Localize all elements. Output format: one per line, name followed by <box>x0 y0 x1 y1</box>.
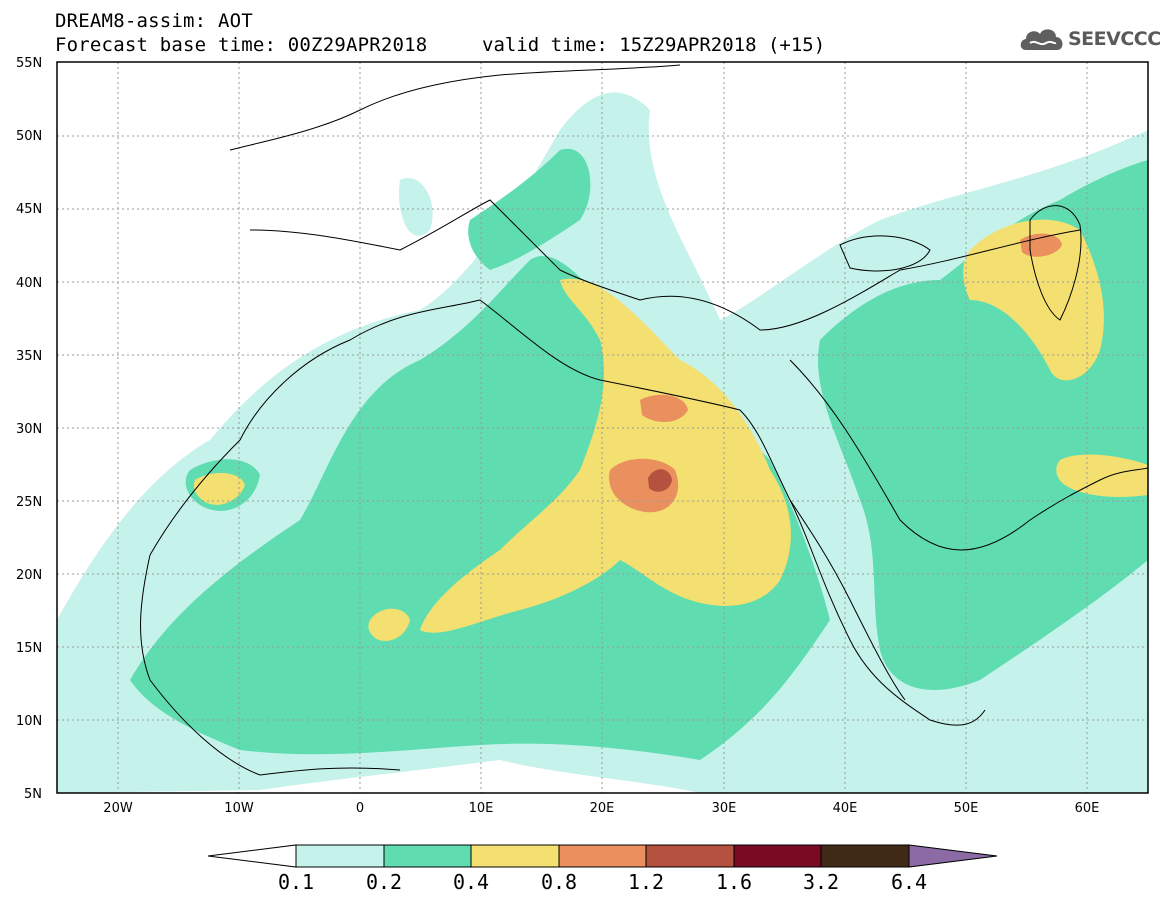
colorbar-label: 3.2 <box>802 870 840 894</box>
aot-contour-0.2 <box>468 148 591 270</box>
lat-tick-label: 25N <box>16 495 42 510</box>
graticule <box>57 62 1148 793</box>
lon-tick-label: 30E <box>712 801 737 816</box>
lon-tick-label: 10E <box>469 801 494 816</box>
lat-tick-label: 10N <box>16 714 42 729</box>
colorbar-label: 0.2 <box>365 870 403 894</box>
lon-tick-label: 20W <box>103 801 133 816</box>
colorbar-swatch <box>383 844 472 868</box>
valid-time: valid time: 15Z29APR2018 (+15) <box>482 34 826 56</box>
aot-contour-0.4 <box>368 608 410 641</box>
coastline-africa-west <box>149 299 986 726</box>
aot-contour-0.1 <box>399 178 433 236</box>
colorbar-underflow-triangle <box>207 844 297 868</box>
lon-tick-label: 40E <box>833 801 858 816</box>
lat-tick-label: 40N <box>16 276 42 291</box>
forecast-base-time: Forecast base time: 00Z29APR2018 <box>55 34 428 56</box>
lat-tick-label: 30N <box>16 422 42 437</box>
aot-contour-0.8 <box>640 394 688 422</box>
coastline-gulf-guinea <box>140 554 401 776</box>
coastline-arabia <box>789 359 1148 551</box>
aot-contour-0.4 <box>193 473 245 505</box>
map-frame <box>56 61 1149 794</box>
cloud-icon <box>1020 29 1063 50</box>
aot-contour-0.4 <box>963 219 1104 381</box>
colorbar-swatch <box>295 844 385 868</box>
lon-tick-label: 20E <box>590 801 615 816</box>
coastline-north-europe <box>229 64 681 151</box>
lon-axis: 20W 10W 0 10E 20E 30E 40E 50E 60E <box>103 801 1099 816</box>
lat-tick-label: 55N <box>16 56 42 71</box>
colorbar-swatch <box>470 844 560 868</box>
coastline-red-sea <box>789 499 906 701</box>
aot-contour-0.4 <box>1056 454 1148 497</box>
colorbar-label: 1.6 <box>715 870 753 894</box>
lat-tick-label: 5N <box>24 787 42 802</box>
lon-tick-label: 50E <box>954 801 979 816</box>
lat-tick-label: 20N <box>16 568 42 583</box>
lat-axis: 55N 50N 45N 40N 35N 30N 25N 20N 15N 10N … <box>16 56 42 802</box>
colorbar <box>207 844 998 868</box>
colorbar-label: 1.2 <box>627 870 665 894</box>
lon-tick-label: 0 <box>356 801 364 816</box>
lat-tick-label: 35N <box>16 349 42 364</box>
lon-tick-label: 60E <box>1075 801 1100 816</box>
colorbar-swatch <box>733 844 822 868</box>
lat-tick-label: 50N <box>16 129 42 144</box>
lon-tick-label: 10W <box>224 801 254 816</box>
colorbar-label: 0.1 <box>277 870 315 894</box>
map-title: DREAM8-assim: AOT <box>55 10 253 32</box>
coastline-caspian <box>1029 205 1082 321</box>
colorbar-swatch <box>645 844 735 868</box>
colorbar-swatch <box>558 844 647 868</box>
lat-tick-label: 15N <box>16 641 42 656</box>
coastlines <box>140 64 1148 776</box>
colorbar-label: 0.8 <box>540 870 578 894</box>
coastline-europe <box>249 199 1081 331</box>
aot-contour-1.2 <box>648 469 672 492</box>
lat-tick-label: 45N <box>16 202 42 217</box>
aot-contour-0.4 <box>420 278 791 633</box>
seevccc-logo: SEEVCCC <box>1018 24 1161 54</box>
colorbar-swatch <box>820 844 910 868</box>
colorbar-overflow-triangle <box>908 844 998 868</box>
logo-text: SEEVCCC <box>1068 28 1161 50</box>
colorbar-label: 0.4 <box>452 870 490 894</box>
colorbar-label: 6.4 <box>890 870 928 894</box>
coastline-black-sea <box>839 235 931 272</box>
